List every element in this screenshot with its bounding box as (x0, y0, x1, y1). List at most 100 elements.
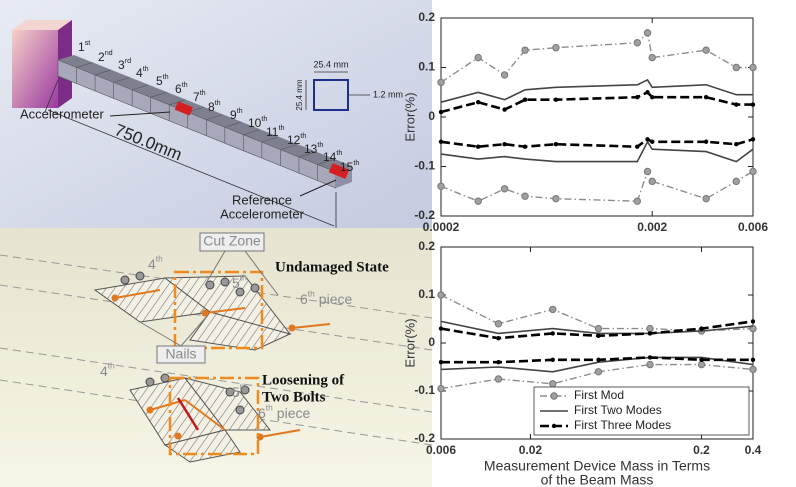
dimension-label: 25.4 mm (295, 79, 304, 110)
data-point (476, 100, 480, 104)
piece-number: 4 (100, 363, 108, 379)
piece-suffix: th (300, 131, 306, 140)
data-point (750, 64, 756, 70)
data-point (649, 178, 655, 184)
data-point (502, 142, 506, 146)
data-point (438, 292, 444, 298)
data-point (475, 54, 481, 60)
y-tick-label: 0.1 (418, 60, 435, 74)
data-point (553, 45, 559, 51)
data-point (648, 331, 652, 335)
piece-suffix: th (308, 289, 315, 299)
piece-suffix: th (182, 80, 188, 89)
x-tick-label: 0.02 (519, 443, 543, 457)
piece-number: 5 (232, 275, 240, 291)
piece-suffix: th (215, 98, 221, 107)
piece-number: 6 (300, 291, 308, 307)
data-point (522, 193, 528, 199)
piece-number: 15 (340, 160, 354, 174)
label: Accelerometer (20, 106, 104, 121)
piece-suffix: th (266, 403, 273, 413)
legend-marker (551, 393, 557, 399)
data-point (501, 72, 507, 78)
data-point (733, 178, 739, 184)
piece-number: 4 (148, 256, 156, 272)
piece-suffix: th (240, 273, 247, 283)
piece-word: piece (277, 405, 311, 421)
piece-suffix: th (317, 140, 323, 149)
data-point (496, 336, 500, 340)
piece-suffix: th (200, 88, 206, 97)
data-point (438, 385, 444, 391)
piece-suffix: th (237, 106, 243, 115)
piece-suffix: th (156, 254, 163, 264)
data-point (550, 381, 556, 387)
piece-suffix: th (163, 72, 169, 81)
piece-suffix: th (143, 64, 149, 73)
data-point (501, 186, 507, 192)
data-point (733, 64, 739, 70)
state-label: Undamaged State (275, 259, 389, 275)
piece-suffix: th (353, 158, 359, 167)
piece-number: 13 (304, 142, 318, 156)
data-point (438, 79, 444, 85)
data-point (734, 142, 738, 146)
data-point (644, 30, 650, 36)
piece-number: 5 (232, 384, 240, 400)
piece-number: 12 (287, 133, 301, 147)
y-tick-label: 0.1 (418, 287, 435, 301)
data-point (439, 360, 443, 364)
data-point (645, 137, 649, 141)
y-tick-label: 0.2 (418, 239, 435, 253)
data-point (751, 319, 755, 323)
piece-suffix: rd (125, 56, 131, 65)
piece-word: piece (319, 291, 353, 307)
data-point (645, 90, 649, 94)
piece-suffix: th (261, 114, 267, 123)
label: Cut Zone (203, 233, 261, 249)
data-point (644, 168, 650, 174)
data-point (635, 145, 639, 149)
legend-label: First Mod (574, 388, 624, 402)
x-tick-label: 0.2 (693, 443, 710, 457)
piece-number: 14 (323, 150, 337, 164)
data-point (439, 110, 443, 114)
data-point (439, 140, 443, 144)
data-point (496, 360, 500, 364)
y-tick-label: 0 (428, 109, 435, 123)
data-point (734, 102, 738, 106)
label: Nails (165, 346, 196, 362)
data-point (495, 321, 501, 327)
state-label: Loosening of (262, 372, 345, 388)
dimension-label: 25.4 mm (313, 59, 348, 69)
piece-suffix: th (336, 148, 342, 157)
dimension-label: 1.2 mm (373, 89, 403, 99)
data-point (750, 168, 756, 174)
data-point (650, 95, 654, 99)
y-tick-label: -0.1 (414, 383, 435, 397)
data-point (703, 195, 709, 201)
data-point (648, 355, 652, 359)
x-tick-label: 0.4 (745, 443, 762, 457)
legend-marker (552, 424, 556, 428)
data-point (523, 145, 527, 149)
data-point (751, 137, 755, 141)
data-point (551, 358, 555, 362)
data-point (554, 142, 558, 146)
data-point (596, 334, 600, 338)
data-point (595, 325, 601, 331)
piece-suffix: nd (105, 48, 113, 57)
x-axis-label: of the Beam Mass (541, 472, 654, 487)
piece-number: 6 (258, 405, 266, 421)
data-point (751, 102, 755, 106)
label: Reference (232, 192, 292, 207)
data-point (550, 306, 556, 312)
data-point (647, 361, 653, 367)
data-point (647, 325, 653, 331)
data-point (495, 376, 501, 382)
piece-suffix: th (278, 123, 284, 132)
data-point (751, 358, 755, 362)
data-point (704, 140, 708, 144)
figure: Accelerometer 750.0mm Reference Accelero… (0, 0, 796, 487)
data-point (649, 54, 655, 60)
